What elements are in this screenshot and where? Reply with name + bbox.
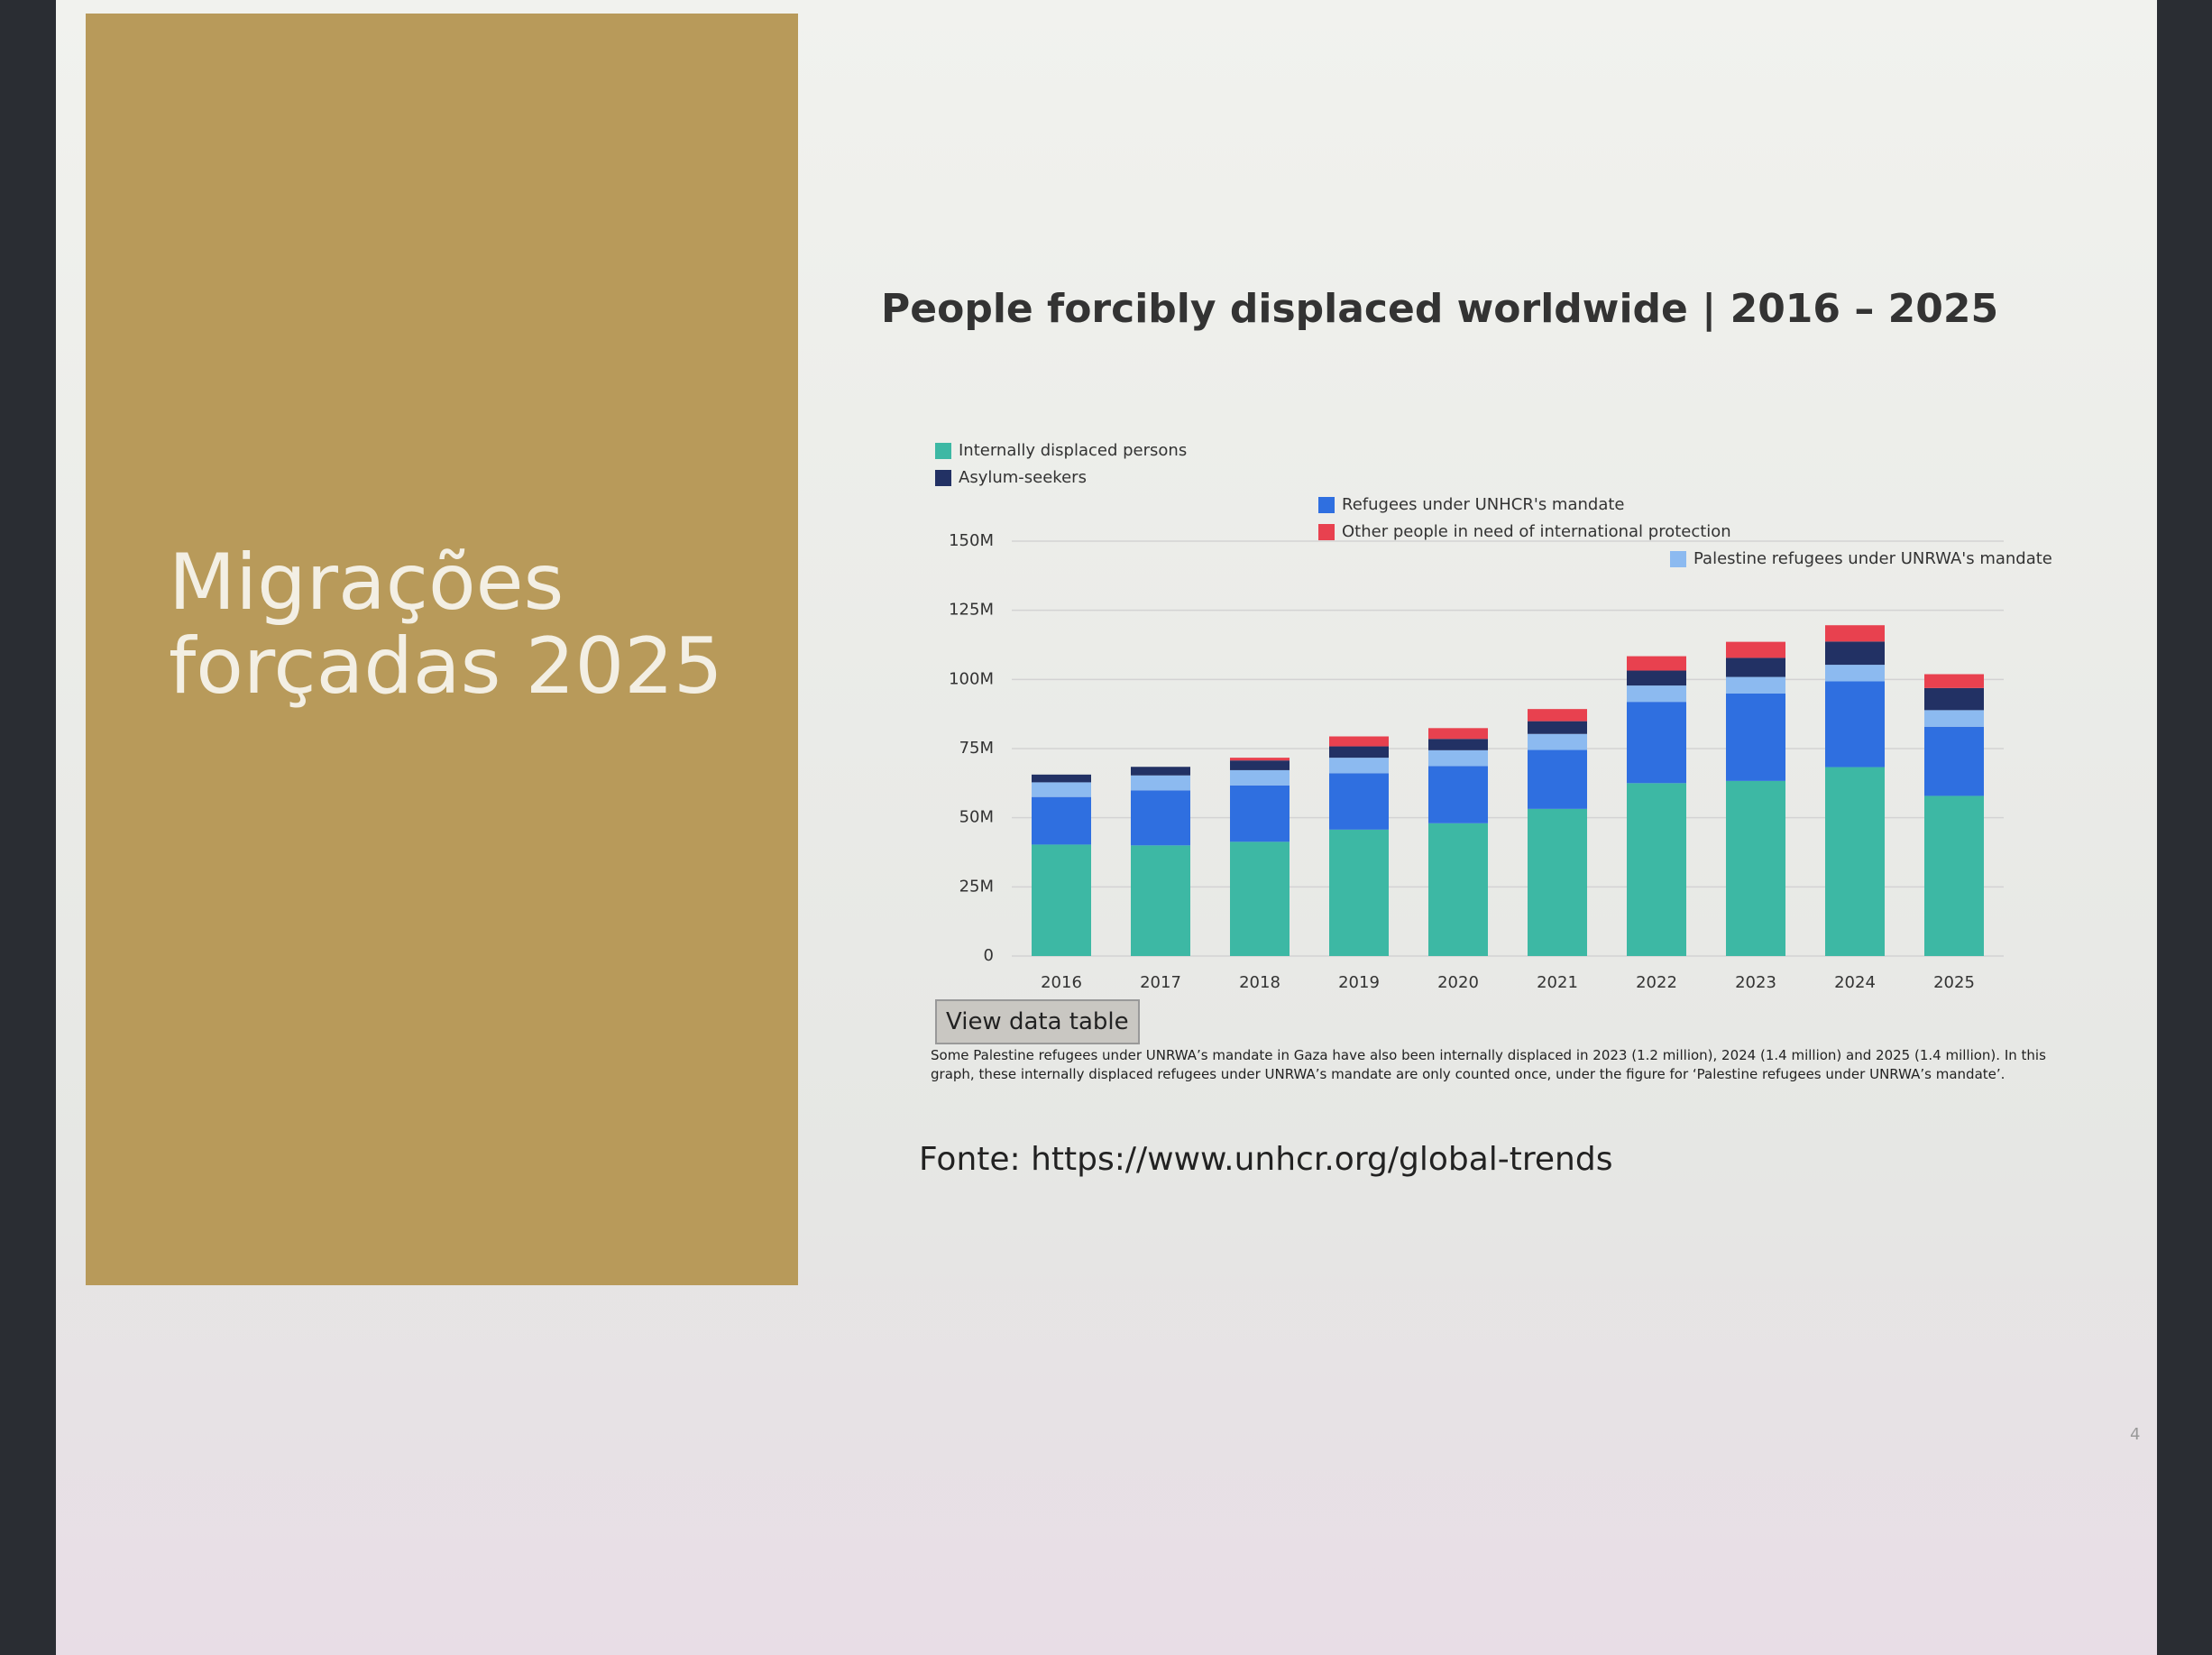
chart: People forcibly displaced worldwide | 20… <box>881 286 2052 992</box>
legend-label: Internally displaced persons <box>959 441 1187 460</box>
page-number: 4 <box>2130 1425 2141 1444</box>
bar-segment <box>1428 749 1488 767</box>
bar-segment <box>1825 767 1885 956</box>
x-tick-label: 2017 <box>1140 973 1181 992</box>
bar-segment <box>1726 676 1785 694</box>
legend-swatch <box>935 470 951 486</box>
bar-segment <box>1230 841 1290 956</box>
bar-segment <box>1032 844 1091 956</box>
bar-segment <box>1428 766 1488 823</box>
bar-segment <box>1924 710 1984 727</box>
y-tick-label: 100M <box>949 669 994 688</box>
bar-segment <box>1825 665 1885 682</box>
bar-segment <box>1528 808 1587 956</box>
x-tick-label: 2019 <box>1338 973 1380 992</box>
bar-segment <box>1329 758 1389 774</box>
bar-segment <box>1032 782 1091 797</box>
bar-segment <box>1428 728 1488 740</box>
chart-title: People forcibly displaced worldwide | 20… <box>881 286 1998 332</box>
x-tick-label: 2022 <box>1636 973 1677 992</box>
bar-segment <box>1726 641 1785 658</box>
legend-swatch <box>935 443 951 459</box>
x-tick-label: 2016 <box>1041 973 1082 992</box>
title-panel <box>86 14 798 1285</box>
bar-segment <box>1032 796 1091 845</box>
bar-segment <box>1726 657 1785 677</box>
bar-segment <box>1528 709 1587 722</box>
y-tick-label: 125M <box>949 601 994 620</box>
x-tick-label: 2021 <box>1537 973 1578 992</box>
bar-segment <box>1528 733 1587 750</box>
y-tick-label: 150M <box>949 531 994 550</box>
bar-segment <box>1131 767 1190 776</box>
legend-swatch <box>1318 497 1335 513</box>
bar-segment <box>1627 685 1686 703</box>
bar-segment <box>1924 674 1984 688</box>
bar-segment <box>1825 681 1885 768</box>
bar-segment <box>1329 746 1389 759</box>
legend-label: Other people in need of international pr… <box>1342 522 1731 541</box>
x-tick-label: 2023 <box>1735 973 1776 992</box>
view-data-button[interactable]: View data table <box>935 999 1140 1044</box>
legend-label: Palestine refugees under UNRWA's mandate <box>1693 549 2052 568</box>
bar-segment <box>1528 749 1587 809</box>
slide-title: Migrações forçadas 2025 <box>169 538 723 712</box>
bar-segment <box>1627 702 1686 784</box>
legend-label: Asylum-seekers <box>959 468 1087 487</box>
bar-segment <box>1726 693 1785 781</box>
bar-segment <box>1825 625 1885 642</box>
bar-segment <box>1230 760 1290 770</box>
slide: Migrações forçadas 2025 People forcibly … <box>56 0 2157 1655</box>
bar-segment <box>1230 758 1290 761</box>
legend-label: Refugees under UNHCR's mandate <box>1342 495 1625 514</box>
source: Fonte: https://www.unhcr.org/global-tren… <box>919 1141 1613 1178</box>
y-tick-label: 50M <box>959 808 994 827</box>
bar-segment <box>1924 795 1984 956</box>
bar-segment <box>1627 783 1686 956</box>
y-tick-label: 25M <box>959 877 994 896</box>
bar-segment <box>1329 829 1389 956</box>
bar-segment <box>1627 670 1686 686</box>
bar-segment <box>1924 687 1984 711</box>
bar-segment <box>1131 775 1190 791</box>
bar-segment <box>1131 790 1190 846</box>
bar-segment <box>1329 736 1389 747</box>
x-tick-label: 2020 <box>1437 973 1479 992</box>
bar-segment <box>1428 739 1488 750</box>
bar-segment <box>1924 726 1984 796</box>
legend-swatch <box>1318 524 1335 540</box>
bar-segment <box>1329 773 1389 830</box>
legend-swatch <box>1670 551 1686 567</box>
bar-segment <box>1131 845 1190 956</box>
bar-segment <box>1528 721 1587 734</box>
bar-segment <box>1230 769 1290 786</box>
bar-segment <box>1825 641 1885 666</box>
x-tick-label: 2024 <box>1834 973 1876 992</box>
bar-segment <box>1428 823 1488 956</box>
y-tick-label: 75M <box>959 739 994 758</box>
chart-note: Some Palestine refugees under UNRWA’s ma… <box>931 1047 2046 1082</box>
bar-segment <box>1627 656 1686 671</box>
x-tick-label: 2025 <box>1933 973 1975 992</box>
bar-segment <box>1230 785 1290 842</box>
y-tick-label: 0 <box>984 946 994 965</box>
bar-segment <box>1726 780 1785 956</box>
x-tick-label: 2018 <box>1239 973 1280 992</box>
bar-segment <box>1032 774 1091 783</box>
